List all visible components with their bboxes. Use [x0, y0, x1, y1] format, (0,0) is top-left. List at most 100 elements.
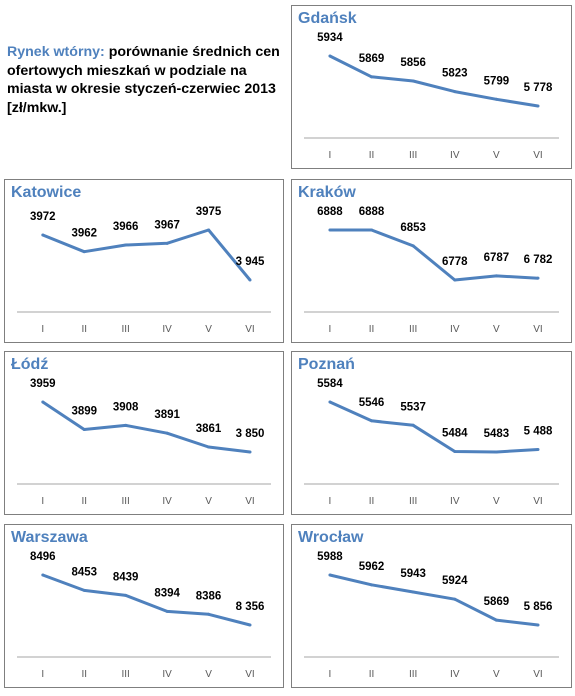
data-point	[124, 593, 128, 597]
x-tick-label: I	[329, 496, 332, 507]
data-label: 6888	[317, 206, 343, 218]
data-label: 5823	[442, 68, 468, 80]
data-label: 5584	[317, 378, 343, 390]
data-label: 5856	[400, 57, 426, 69]
x-tick-label: VI	[245, 324, 254, 335]
data-point	[328, 400, 332, 404]
x-tick-label: III	[122, 496, 130, 507]
line-chart: 3972 I 3962 II 3966 III 3967 IV 3975 V 3 945 VI	[17, 206, 271, 335]
data-label: 3891	[154, 409, 180, 421]
data-point	[411, 79, 415, 83]
data-point	[411, 423, 415, 427]
data-point	[453, 597, 457, 601]
data-label: 3861	[196, 423, 222, 435]
data-point	[370, 583, 374, 587]
data-point	[370, 419, 374, 423]
x-tick-label: III	[409, 669, 417, 680]
line-chart: 5934 I 5869 II 5856 III 5823 IV 5799 V 5 778 VI	[304, 32, 559, 161]
data-point	[124, 423, 128, 427]
data-point	[207, 228, 211, 232]
line-chart: 8496 I 8453 II 8439 III 8394 IV 8386 V 8 356 VI	[17, 551, 271, 680]
chart-panel-lodz: Łódź 3959 I 3899 II 3908 III 3891 IV 3861 V 3 850 VI	[4, 351, 284, 515]
data-point	[494, 274, 498, 278]
x-tick-label: V	[493, 150, 500, 161]
data-point	[124, 243, 128, 247]
data-point	[494, 618, 498, 622]
data-label: 8439	[113, 571, 139, 583]
chart-title: Warszawa	[11, 529, 88, 546]
x-tick-label: III	[409, 150, 417, 161]
x-tick-label: II	[369, 669, 375, 680]
data-label: 3962	[71, 228, 97, 240]
data-point	[536, 448, 540, 452]
data-point	[165, 609, 169, 613]
data-label: 3 945	[236, 256, 265, 268]
data-point	[248, 278, 252, 282]
data-point	[411, 244, 415, 248]
x-tick-label: II	[81, 496, 87, 507]
data-point	[453, 90, 457, 94]
data-point	[248, 450, 252, 454]
data-label: 5483	[484, 428, 510, 440]
x-tick-label: VI	[533, 669, 542, 680]
chart-title: Kraków	[298, 184, 356, 201]
data-label: 3972	[30, 211, 56, 223]
data-label: 3975	[196, 206, 222, 218]
line-chart: 5584 I 5546 II 5537 III 5484 IV 5483 V 5 488 VI	[304, 378, 559, 507]
x-tick-label: VI	[245, 496, 254, 507]
data-label: 3967	[154, 219, 180, 231]
x-tick-label: III	[409, 496, 417, 507]
series-line	[42, 573, 251, 627]
x-tick-label: I	[41, 669, 44, 680]
chart-title: Katowice	[11, 184, 82, 201]
data-point	[370, 228, 374, 232]
series-line	[329, 400, 539, 454]
x-tick-label: IV	[450, 324, 460, 335]
x-tick-label: V	[493, 669, 500, 680]
data-label: 5943	[400, 568, 426, 580]
data-label: 5924	[442, 575, 468, 587]
chart-panel-krakow: Kraków 6888 I 6888 II 6853 III 6778 IV 6787 V 6 782…	[291, 179, 572, 343]
data-point	[165, 241, 169, 245]
x-tick-label: I	[41, 324, 44, 335]
data-label: 3966	[113, 221, 139, 233]
data-label: 8 356	[236, 601, 265, 613]
data-point	[207, 612, 211, 616]
x-tick-label: VI	[533, 496, 542, 507]
chart-panel-poznan: Poznań 5584 I 5546 II 5537 III 5484 IV 5483 V 5 488…	[291, 351, 572, 515]
data-label: 3899	[71, 406, 97, 418]
data-label: 8394	[154, 587, 180, 599]
chart-title: Łódź	[11, 356, 49, 373]
intro-body: porównanie średnich cen ofertowych miesz…	[7, 44, 280, 116]
series-line	[329, 228, 539, 282]
line-chart: 3959 I 3899 II 3908 III 3891 IV 3861 V 3 850 VI	[17, 378, 271, 507]
data-label: 6778	[442, 256, 468, 268]
series-line	[41, 400, 251, 454]
data-label: 6 782	[524, 254, 553, 266]
data-label: 5546	[359, 397, 385, 409]
data-label: 5869	[484, 596, 510, 608]
data-point	[82, 588, 86, 592]
data-point	[41, 400, 45, 404]
x-tick-label: II	[369, 324, 375, 335]
data-point	[411, 590, 415, 594]
series-line	[329, 573, 539, 627]
x-tick-label: VI	[533, 150, 542, 161]
x-tick-label: IV	[162, 324, 172, 335]
x-tick-label: II	[81, 324, 87, 335]
data-label: 5537	[400, 401, 426, 413]
chart-panel-katowice: Katowice 3972 I 3962 II 3966 III 3967 IV 3975 V 3 9…	[4, 179, 284, 343]
chart-panel-warszawa: Warszawa 8496 I 8453 II 8439 III 8394 IV 8386 V 8 3…	[4, 524, 284, 688]
data-point	[41, 233, 45, 237]
x-tick-label: V	[493, 496, 500, 507]
chart-panel-gdansk: Gdańsk 5934 I 5869 II 5856 III 5823 IV 5799 V 5 778…	[291, 5, 572, 169]
x-tick-label: III	[122, 669, 130, 680]
data-point	[494, 450, 498, 454]
data-label: 3908	[113, 401, 139, 413]
data-point	[41, 573, 45, 577]
x-tick-label: V	[205, 496, 212, 507]
x-tick-label: III	[409, 324, 417, 335]
data-label: 3 850	[236, 428, 265, 440]
x-tick-label: IV	[162, 496, 172, 507]
x-tick-label: I	[329, 150, 332, 161]
